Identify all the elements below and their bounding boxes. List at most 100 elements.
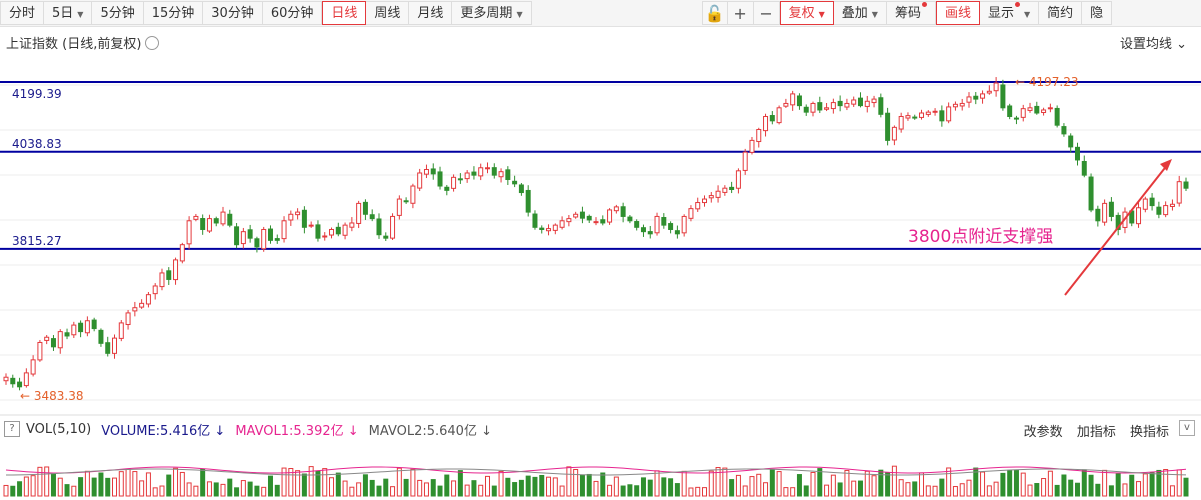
volume-bar [607,484,613,497]
candle-body [362,201,368,215]
help-icon[interactable]: ? [4,421,20,437]
period-tab-3[interactable]: 15分钟 [143,1,204,25]
option-tab-4[interactable]: 显示 ▼ [979,1,1040,25]
period-tab-9[interactable]: 更多周期 ▼ [452,1,532,25]
candle-body [112,337,118,354]
volume-bar [444,474,450,497]
volume-bar [579,474,585,497]
option-tab-6[interactable]: 隐 [1082,1,1113,25]
candle-body [227,213,233,226]
candle-body [301,209,307,228]
candle-body [986,90,992,94]
volume-bar [71,485,77,497]
option-tab-5[interactable]: 简约 [1039,1,1083,25]
volume-bar [1047,470,1053,497]
set-ma-button[interactable]: 设置均线 ⌄ [1120,33,1187,52]
volume-bar [566,466,572,497]
tab-label: 复权 [788,6,815,21]
edit-params-button[interactable]: 改参数 [1023,425,1063,440]
candle-body [37,341,43,361]
volume-bar [898,479,904,497]
candle-body [654,215,660,234]
candle-body [681,215,687,234]
candle-body [878,97,884,115]
volume-bar [57,477,63,497]
volume-bar [498,470,504,497]
volume-bar [369,479,375,497]
volume-bar [749,476,755,497]
candle-body [702,198,708,204]
option-tab-3[interactable]: 画线 [935,1,980,25]
candle-body [1061,126,1067,135]
tab-label: 显示 [987,6,1014,21]
candle-body [261,228,267,250]
volume-bar [193,485,199,497]
volume-bar [1061,474,1067,497]
collapse-icon[interactable]: v [1179,420,1195,436]
volume-bar [973,467,979,497]
period-tab-5[interactable]: 60分钟 [262,1,323,25]
volume-bar [288,468,294,497]
candle-body [50,338,56,348]
candle-body [1176,181,1182,204]
option-tab-0[interactable]: 复权 ▼ [779,1,834,25]
candle-body [586,215,592,221]
option-tab-2[interactable]: 筹码 [886,1,936,25]
high-marker-label: ← 4197.23 [1015,75,1079,89]
candle-body [708,195,714,199]
option-tab-1[interactable]: 叠加 ▼ [833,1,887,25]
candle-body [776,107,782,124]
volume-bar [1007,469,1013,497]
level-label-high: 4199.39 [12,87,62,101]
arrow-down-icon: ↓ [214,423,226,439]
zoom-out-icon[interactable]: − [753,1,780,25]
volume-bar [105,477,111,497]
candle-body [695,202,701,210]
volume-bar [756,473,762,497]
volume-bar [1081,469,1087,497]
candle-body [30,359,36,375]
candle-body [830,102,836,110]
volume-bar [464,484,470,497]
vol-name[interactable]: VOL(5,10) [26,421,92,437]
low-marker-label: ← 3483.38 [20,389,84,403]
volume-bar [301,473,307,497]
lock-icon[interactable]: 🔓 [701,1,728,25]
candle-body [390,215,396,239]
period-tab-6[interactable]: 日线 [322,1,367,25]
period-tab-8[interactable]: 月线 [409,1,453,25]
volume-bar [1136,481,1142,497]
period-tab-2[interactable]: 5分钟 [92,1,144,25]
volume-bar [776,471,782,497]
period-tab-0[interactable]: 分时 [0,1,45,25]
candle-body [546,228,552,232]
volume-bar [763,482,769,497]
vol-value: VOLUME:5.416亿 ↓ [101,420,225,439]
volume-bar [1142,473,1148,497]
candle-body [356,202,362,224]
tab-label: 月线 [417,6,444,21]
switch-indicator-button[interactable]: 换指标 [1129,425,1169,440]
candle-body [1169,203,1175,207]
candle-body [783,102,789,107]
volume-bar [139,480,145,497]
period-tab-7[interactable]: 周线 [366,1,410,25]
candle-body [810,102,816,113]
volume-bar [573,468,579,497]
volume-bar [295,470,301,497]
candle-body [573,213,579,218]
volume-bar [491,485,497,497]
volume-bar [735,474,741,497]
volume-bar [91,477,97,497]
gear-icon[interactable] [145,36,160,50]
period-tab-4[interactable]: 30分钟 [203,1,263,25]
volume-bar [830,474,836,497]
period-tab-1[interactable]: 5日 ▼ [44,1,93,25]
zoom-in-icon[interactable]: + [727,1,754,25]
candle-body [410,185,416,204]
add-indicator-button[interactable]: 加指标 [1076,425,1116,440]
volume-bar [803,485,809,497]
candle-body [132,307,138,312]
volume-bar [505,477,511,497]
